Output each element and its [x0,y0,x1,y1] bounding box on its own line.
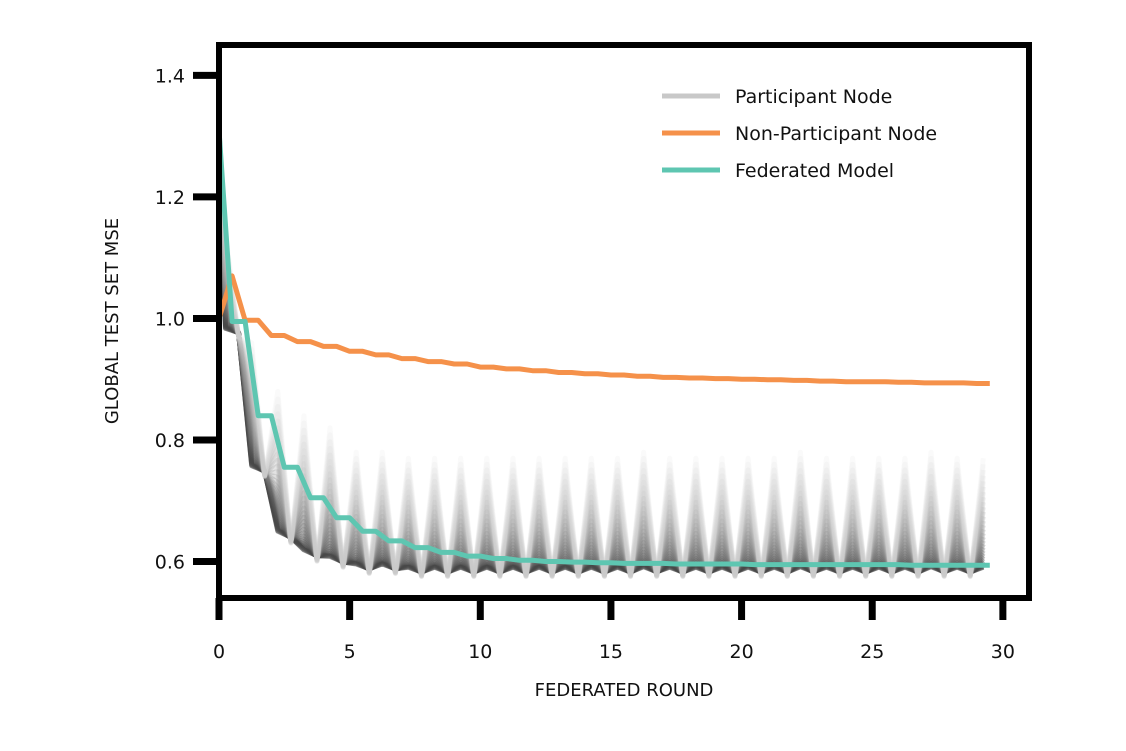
participant-node-line [216,129,986,580]
participant-node-line [216,129,986,579]
participant-node-lines [216,129,986,580]
y-tick-label: 1.2 [155,187,185,209]
participant-node-line [216,129,986,578]
x-tick-label: 20 [729,641,753,663]
legend: Participant Node Non-Participant Node Fede… [662,86,937,182]
participant-node-line [216,130,985,575]
x-tick-label: 30 [991,641,1015,663]
y-tick-label: 0.6 [155,552,185,574]
participant-node-line [216,129,986,578]
legend-label: Participant Node [735,86,892,108]
y-tick-label: 0.8 [155,430,185,452]
participant-node-line [216,130,986,577]
y-tick-label: 1.4 [155,65,185,87]
x-tick-label: 0 [213,641,225,663]
participant-node-line [216,130,986,577]
x-axis-label: FEDERATED ROUND [535,680,714,701]
series-lines [216,129,990,568]
y-axis-ticks: 0.6 0.8 1.0 1.2 1.4 [155,65,219,574]
participant-node-line [216,130,985,575]
x-tick-label: 5 [344,641,356,663]
participant-node-line [216,129,986,578]
participant-node-line [216,129,986,578]
x-tick-label: 25 [860,641,884,663]
y-axis-label: GLOBAL TEST SET MSE [102,218,123,424]
participant-node-line [216,130,986,577]
participant-node-line [216,129,986,578]
series-line-federated-model [216,129,990,568]
participant-node-line [216,129,986,579]
participant-node-line [216,130,986,577]
participant-node-line [216,129,986,578]
participant-node-line [216,129,986,579]
series-line-non-participant-node [216,273,990,386]
participant-node-line [216,130,986,576]
y-tick-label: 1.0 [155,308,185,330]
x-axis-ticks: 0 5 10 15 20 25 30 [213,598,1015,663]
participant-node-line [216,129,986,579]
participant-node-line [216,129,986,579]
x-tick-label: 10 [468,641,492,663]
participant-node-line [216,129,986,579]
legend-label: Federated Model [735,160,894,182]
participant-node-line [216,130,986,577]
participant-node-line [216,129,986,580]
legend-label: Non-Participant Node [735,123,937,145]
x-tick-label: 15 [599,641,623,663]
